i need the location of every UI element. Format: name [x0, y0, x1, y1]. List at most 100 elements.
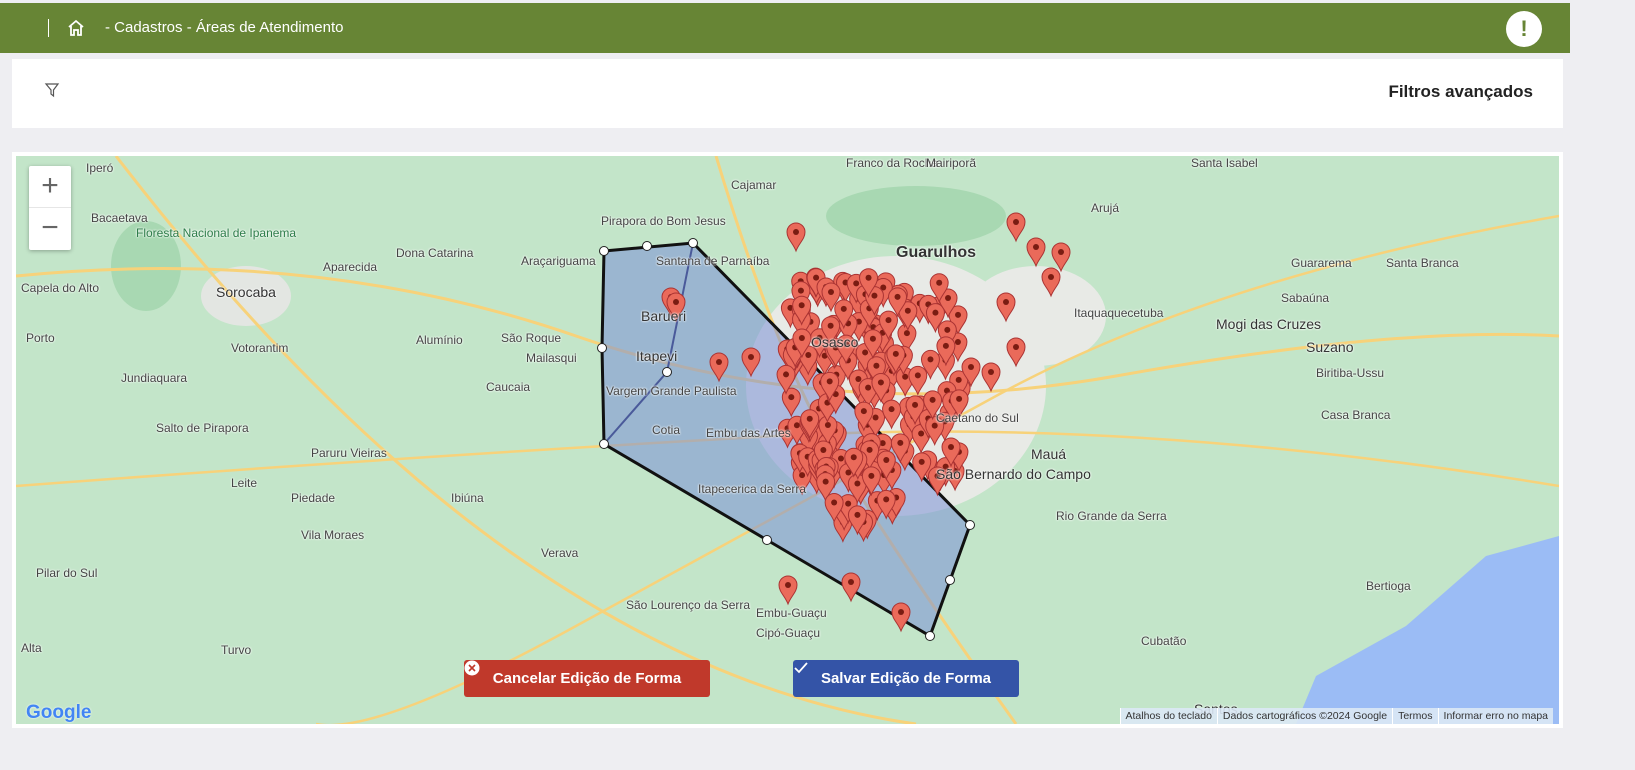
location-marker[interactable] [929, 273, 949, 304]
location-marker[interactable] [810, 328, 830, 359]
location-marker[interactable] [1006, 212, 1026, 243]
polygon-vertex-handle[interactable] [925, 631, 935, 641]
location-marker[interactable] [888, 287, 908, 318]
terms-link[interactable]: Termos [1392, 708, 1437, 724]
location-marker[interactable] [925, 303, 945, 334]
location-marker[interactable] [898, 301, 918, 332]
location-marker[interactable] [876, 450, 896, 481]
location-marker[interactable] [792, 328, 812, 359]
polygon-vertex-handle[interactable] [599, 246, 609, 256]
marker-dot [936, 279, 943, 286]
map-place-label: Paruru Vieiras [311, 446, 387, 460]
location-marker[interactable] [834, 299, 854, 330]
location-marker[interactable] [936, 336, 956, 367]
map-place-label: Iperó [86, 161, 114, 175]
map-place-label: Salto de Pirapora [156, 421, 249, 435]
location-marker[interactable] [854, 401, 874, 432]
location-marker[interactable] [876, 489, 896, 520]
location-marker[interactable] [781, 387, 801, 418]
location-marker[interactable] [844, 447, 864, 478]
marker-dot [942, 342, 949, 349]
polygon-vertex-handle[interactable] [688, 238, 698, 248]
cancel-shape-edit-button[interactable]: Cancelar Edição de Forma [464, 660, 710, 697]
location-marker[interactable] [925, 416, 945, 447]
location-marker[interactable] [908, 365, 928, 396]
location-marker[interactable] [927, 466, 947, 497]
location-marker[interactable] [981, 362, 1001, 393]
location-marker[interactable] [824, 493, 844, 523]
location-marker[interactable] [912, 452, 932, 483]
marker-dot [805, 352, 812, 359]
location-marker[interactable] [878, 310, 898, 341]
filter-icon[interactable] [44, 82, 60, 98]
polygon-vertex-handle[interactable] [597, 343, 607, 353]
location-marker[interactable] [792, 295, 812, 326]
marker-dot [880, 284, 887, 291]
location-marker[interactable] [938, 288, 958, 319]
location-marker[interactable] [666, 292, 686, 323]
marker-dot [883, 456, 890, 463]
location-marker[interactable] [776, 364, 796, 395]
marker-dot [988, 369, 994, 375]
marker-dot [885, 317, 892, 324]
location-marker[interactable] [996, 292, 1016, 323]
polygon-vertex-handle[interactable] [642, 241, 652, 251]
marker-dot [785, 582, 791, 588]
zoom-out-button[interactable]: − [41, 211, 59, 244]
location-marker[interactable] [923, 390, 943, 421]
location-marker[interactable] [861, 466, 881, 497]
location-marker[interactable] [800, 409, 820, 440]
location-marker[interactable] [820, 371, 840, 402]
advanced-filters-title[interactable]: Filtros avançados [1388, 82, 1533, 101]
keyboard-shortcuts-link[interactable]: Atalhos do teclado [1119, 708, 1217, 724]
location-marker[interactable] [1051, 242, 1071, 273]
location-marker[interactable] [891, 602, 911, 633]
map-place-label: Floresta Nacional de Ipanema [136, 226, 297, 240]
marker-dot [897, 439, 904, 446]
location-marker[interactable] [821, 316, 841, 347]
location-marker[interactable] [816, 472, 836, 503]
marker-dot [797, 287, 804, 294]
location-marker[interactable] [1026, 237, 1046, 268]
polygon-vertex-handle[interactable] [662, 367, 672, 377]
map[interactable]: Guarulhos Sorocaba Osasco Barueri Itapevi Suz… [16, 156, 1559, 724]
location-marker[interactable] [841, 572, 861, 603]
map-place-label: Casa Branca [1321, 408, 1391, 422]
location-marker[interactable] [847, 505, 867, 536]
location-marker[interactable] [709, 352, 729, 383]
location-marker[interactable] [871, 372, 891, 403]
polygon-vertex-handle[interactable] [965, 520, 975, 530]
location-marker[interactable] [886, 344, 906, 375]
map-canvas[interactable] [16, 156, 1559, 724]
map-place-label: Vargem Grande Paulista [606, 384, 737, 398]
location-marker[interactable] [863, 329, 883, 360]
location-marker[interactable] [786, 222, 806, 253]
polygon-vertex-handle[interactable] [599, 439, 609, 449]
marker-dot [903, 330, 910, 337]
location-marker[interactable] [920, 349, 940, 380]
location-marker[interactable] [836, 334, 856, 365]
marker-dot [892, 350, 899, 357]
location-marker[interactable] [859, 268, 879, 299]
location-marker[interactable] [741, 347, 761, 378]
location-marker[interactable] [941, 437, 961, 468]
marker-dot [788, 394, 795, 401]
location-marker[interactable] [890, 433, 910, 464]
location-marker[interactable] [1006, 337, 1026, 368]
map-place-label: Bertioga [1366, 579, 1411, 593]
location-marker[interactable] [778, 575, 798, 606]
map-place-label: Dona Catarina [396, 246, 474, 260]
polygon-vertex-handle[interactable] [762, 535, 772, 545]
polygon-vertex-handle[interactable] [945, 575, 955, 585]
location-marker[interactable] [949, 389, 969, 420]
save-shape-edit-button[interactable]: Salvar Edição de Forma [793, 660, 1019, 697]
location-marker[interactable] [937, 320, 957, 351]
report-error-link[interactable]: Informar erro no mapa [1437, 708, 1553, 724]
zoom-in-button[interactable]: + [29, 166, 71, 208]
location-marker[interactable] [1041, 267, 1061, 298]
home-icon[interactable] [66, 18, 86, 38]
alert-button[interactable]: ! [1506, 11, 1542, 47]
location-marker[interactable] [882, 399, 902, 430]
location-marker[interactable] [961, 357, 981, 388]
location-marker[interactable] [821, 282, 841, 313]
